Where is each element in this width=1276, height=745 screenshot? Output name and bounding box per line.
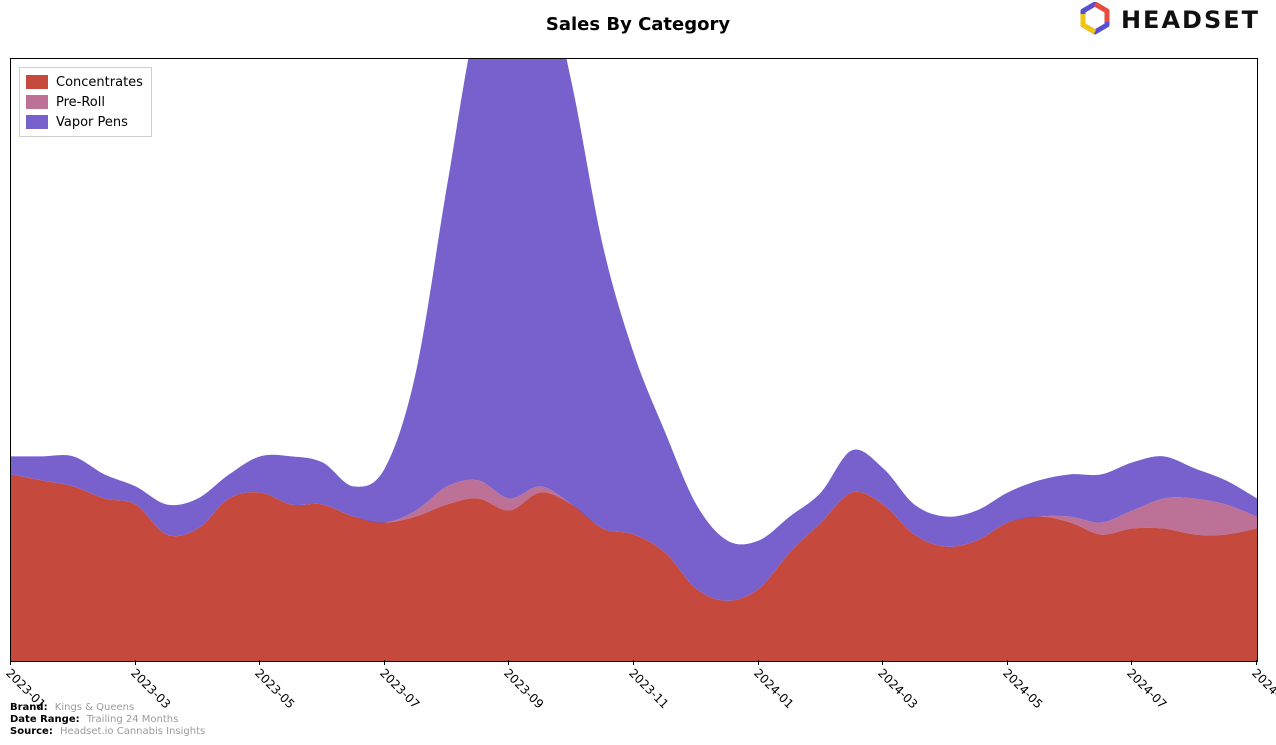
footer-brand-label: Brand: [10,702,48,713]
x-tick-label: 2024-03 [875,666,920,711]
x-tickmark [259,660,260,665]
x-tick-label: 2024-07 [1124,666,1169,711]
x-tick-label: 2023-05 [252,666,297,711]
chart-container: Sales By Category HEADSET Concentrates P… [0,0,1276,745]
brand-logo-text: HEADSET [1121,6,1260,34]
legend-label: Vapor Pens [56,115,128,130]
x-tickmark [10,660,11,665]
footer-brand-value: Kings & Queens [55,702,134,713]
legend-label: Concentrates [56,75,143,90]
x-tick-label: 2024-01 [751,666,796,711]
footer-daterange: Date Range: Trailing 24 Months [10,714,205,726]
legend-swatch [26,95,48,109]
plot-area: Concentrates Pre-Roll Vapor Pens [10,58,1258,662]
x-tick-label: 2024-09 [1249,666,1276,711]
x-tickmark [1007,660,1008,665]
legend-label: Pre-Roll [56,95,105,110]
chart-footer: Brand: Kings & Queens Date Range: Traili… [10,702,205,738]
area-chart-svg [11,59,1257,661]
x-tickmark [758,660,759,665]
footer-daterange-value: Trailing 24 Months [87,714,179,725]
x-tick-label: 2023-11 [626,666,671,711]
x-tickmark [384,660,385,665]
x-tickmark [882,660,883,665]
legend-swatch [26,75,48,89]
legend-item-vaporpens: Vapor Pens [26,112,143,132]
footer-source: Source: Headset.io Cannabis Insights [10,726,205,738]
footer-brand: Brand: Kings & Queens [10,702,205,714]
footer-source-value: Headset.io Cannabis Insights [60,726,205,737]
legend-swatch [26,115,48,129]
legend-item-concentrates: Concentrates [26,72,143,92]
x-tickmark [508,660,509,665]
footer-source-label: Source: [10,726,53,737]
x-tick-label: 2024-05 [1000,666,1045,711]
brand-logo: HEADSET [1077,2,1260,38]
x-tickmark [1256,660,1257,665]
x-tickmark [135,660,136,665]
legend-item-preroll: Pre-Roll [26,92,143,112]
x-tickmark [1131,660,1132,665]
x-tickmark [633,660,634,665]
legend: Concentrates Pre-Roll Vapor Pens [19,67,152,137]
x-tick-label: 2023-07 [377,666,422,711]
headset-logo-icon [1077,2,1113,38]
footer-daterange-label: Date Range: [10,714,80,725]
x-tick-label: 2023-09 [501,666,546,711]
